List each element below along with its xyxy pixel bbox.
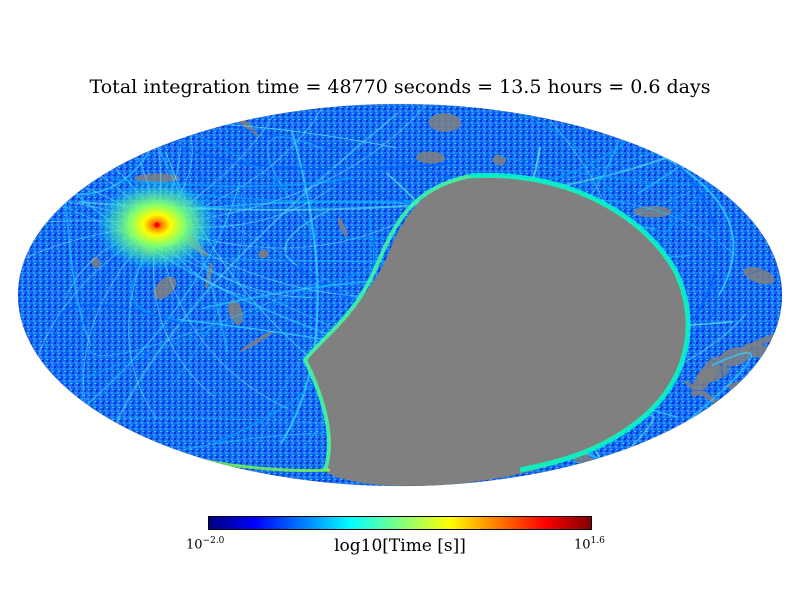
coverage-gap <box>337 217 348 238</box>
coverage-gap <box>114 137 126 149</box>
scan-streak <box>53 304 192 340</box>
coverage-gap <box>258 249 269 259</box>
coverage-gap <box>719 347 751 367</box>
coverage-gap <box>416 151 445 164</box>
scan-streak <box>691 435 782 473</box>
coverage-gap <box>696 113 722 148</box>
coverage-gap <box>633 206 672 218</box>
scan-streak <box>631 139 735 296</box>
boundary-edge <box>469 172 691 473</box>
chart-title: Total integration time = 48770 seconds =… <box>89 76 711 98</box>
boundary-edge-inner <box>302 174 471 471</box>
coverage-gap <box>743 267 775 285</box>
sky-outline <box>17 103 783 487</box>
scan-streak <box>692 427 732 455</box>
scan-streak <box>284 209 329 267</box>
coverage-gap <box>239 330 275 352</box>
coverage-gap <box>492 154 506 166</box>
colorbar-max-base: 10 <box>574 537 591 553</box>
scan-streak <box>178 145 455 171</box>
coverage-gap <box>153 276 177 300</box>
scan-streak <box>88 277 327 357</box>
coverage-gap <box>54 459 64 486</box>
colorbar-min-exp: −2.0 <box>202 536 225 546</box>
coverage-gap <box>428 113 461 132</box>
scan-streak <box>279 130 319 445</box>
colorbar <box>208 516 592 530</box>
colorbar-max-exp: 1.6 <box>590 536 605 546</box>
colorbar-label: log10[Time [s]] <box>334 536 466 556</box>
hotspot-peak <box>154 222 160 228</box>
colorbar-max-label: 101.6 <box>574 536 605 552</box>
scan-streak <box>266 136 323 236</box>
colorbar-min-base: 10 <box>186 537 203 553</box>
colorbar-min-label: 10−2.0 <box>186 536 224 552</box>
unobserved-region <box>305 175 689 486</box>
